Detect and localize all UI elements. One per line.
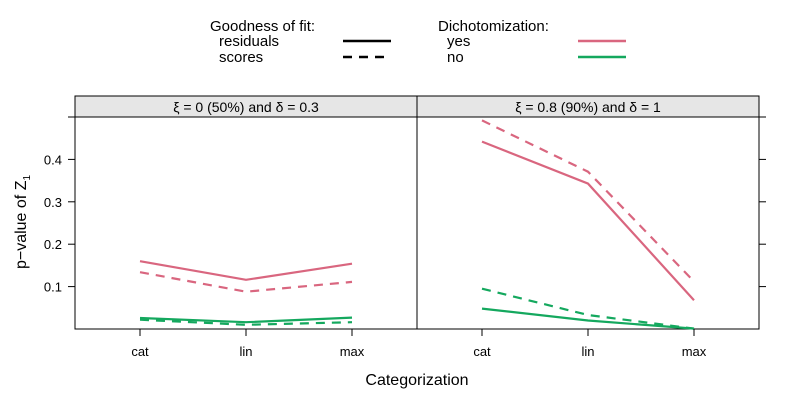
series-line-yes-scores <box>139 271 353 293</box>
legend-fit-label-residuals: residuals <box>219 33 279 50</box>
series-line-no-residuals <box>481 307 695 330</box>
series-line-yes-residuals <box>139 260 353 281</box>
panel-strip-label: ξ = 0.8 (90%) and δ = 1 <box>515 99 661 115</box>
x-tick-label-cat: cat <box>131 344 149 359</box>
legend-dich-label-no: no <box>447 49 464 66</box>
legend-dich-title: Dichotomization: <box>438 18 549 35</box>
y-tick-label: 0.1 <box>44 280 62 295</box>
y-tick-label: 0.4 <box>44 152 62 167</box>
panel-plot-area <box>416 116 760 330</box>
y-tick-label: 0.3 <box>44 195 62 210</box>
panel-2: ξ = 0.8 (90%) and δ = 1 <box>416 95 760 330</box>
series-line-no-residuals <box>139 316 353 324</box>
y-axis-label: p−value of Z1 <box>13 175 33 270</box>
axes: 0.1 0.2 0.3 0.4 cat lin max cat lin max <box>44 116 766 359</box>
series-line-yes-residuals <box>481 140 695 301</box>
legend-dich-label-yes: yes <box>447 33 470 50</box>
panel-strip-label: ξ = 0 (50%) and δ = 0.3 <box>173 99 319 115</box>
panel-plot-area <box>74 116 418 330</box>
x-tick-label-cat: cat <box>473 344 491 359</box>
x-tick-label-lin: lin <box>581 344 594 359</box>
series-line-no-scores <box>481 287 695 330</box>
y-axis-label-subscript: 1 <box>22 175 33 181</box>
panels: ξ = 0 (50%) and δ = 0.3 ξ = 0.8 (90%) and… <box>74 95 760 330</box>
legend-fit-label-scores: scores <box>219 49 263 66</box>
y-axis-label-main: p−value of Z <box>13 180 30 269</box>
series-line-no-scores <box>139 318 353 326</box>
panel-1: ξ = 0 (50%) and δ = 0.3 <box>74 95 418 330</box>
x-tick-label-max: max <box>340 344 365 359</box>
x-axis-label: Categorization <box>365 372 468 389</box>
y-tick-label: 0.2 <box>44 237 62 252</box>
x-tick-label-lin: lin <box>239 344 252 359</box>
legend-fit-title: Goodness of fit: <box>210 18 315 35</box>
x-tick-label-max: max <box>682 344 707 359</box>
series-line-yes-scores <box>481 119 695 283</box>
